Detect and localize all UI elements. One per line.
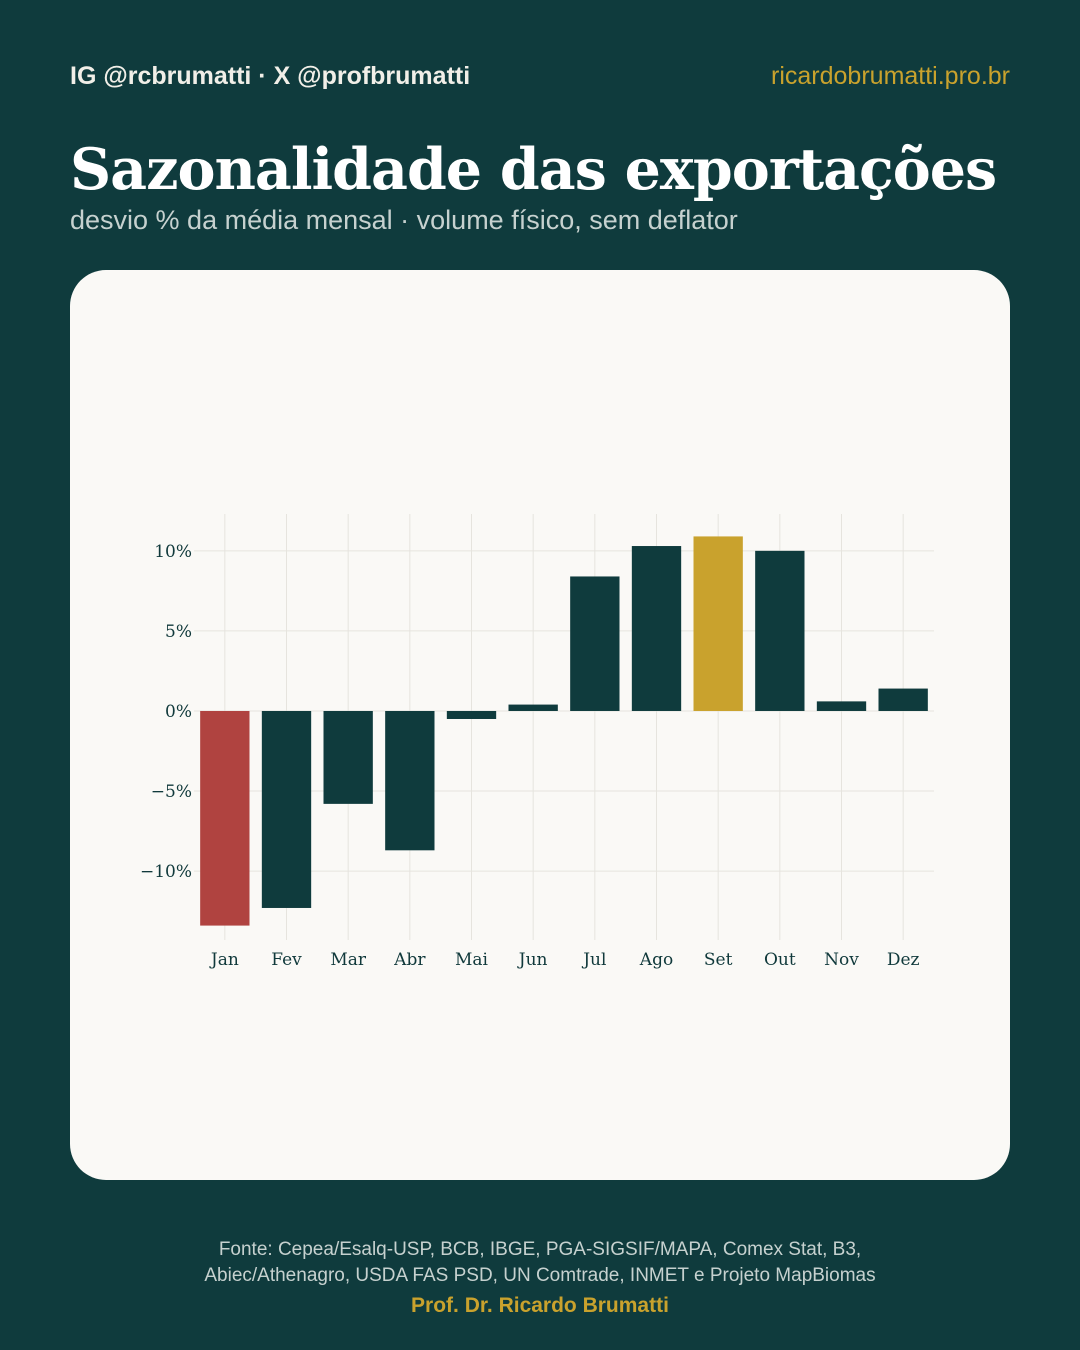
- x-tick-label: Abr: [393, 950, 426, 970]
- chart-subtitle: desvio % da média mensal · volume físico…: [70, 205, 738, 235]
- x-tick-label: Fev: [271, 950, 302, 970]
- x-axis-labels: Jan Fev Mar Abr Mai Jun Jul Ago Set Out Nov Dez: [209, 950, 920, 970]
- x-tick-label: Out: [764, 950, 796, 970]
- x-tick-label: Set: [704, 950, 733, 970]
- y-tick-label: 5%: [165, 622, 192, 642]
- bar-mai: [446, 710, 497, 719]
- x-tick-label: Jan: [209, 950, 239, 970]
- source-line-1: Fonte: Cepea/Esalq-USP, BCB, IBGE, PGA-S…: [218, 1239, 862, 1260]
- x-tick-label: Jul: [581, 950, 606, 970]
- bar-set: [693, 536, 743, 711]
- x-tick-label: Dez: [887, 950, 920, 970]
- chart-title: Sazonalidade das exportações: [70, 136, 997, 203]
- y-tick-label: −10%: [140, 862, 192, 882]
- bars: [200, 536, 928, 926]
- x-tick-label: Mar: [330, 950, 367, 970]
- bar-mar: [323, 710, 373, 804]
- bar-jun: [508, 704, 558, 711]
- y-tick-label: −5%: [151, 782, 192, 802]
- bar-chart: 10% 5% 0% −5% −10% Jan Fev Mar Abr Mai Jun Jul Ago S…: [140, 514, 934, 970]
- bar-nov: [816, 701, 867, 711]
- author-credit: Prof. Dr. Ricardo Brumatti: [411, 1294, 669, 1317]
- chart-card: 10% 5% 0% −5% −10% Jan Fev Mar Abr Mai Jun Jul Ago S…: [70, 270, 1010, 1180]
- x-tick-label: Jun: [517, 950, 548, 970]
- y-axis-labels: 10% 5% 0% −5% −10%: [140, 542, 192, 882]
- bar-fev: [261, 710, 312, 908]
- social-handles: IG @rcbrumatti · X @profbrumatti: [70, 62, 471, 90]
- bar-jul: [570, 576, 620, 711]
- bar-out: [755, 550, 805, 711]
- source-note: Fonte: Cepea/Esalq-USP, BCB, IBGE, PGA-S…: [0, 1237, 1080, 1289]
- bar-dez: [878, 688, 928, 711]
- website-link[interactable]: ricardobrumatti.pro.br: [771, 62, 1010, 90]
- x-tick-label: Ago: [639, 950, 673, 970]
- bar-ago: [631, 546, 682, 711]
- y-tick-label: 10%: [154, 542, 192, 562]
- y-tick-label: 0%: [165, 702, 192, 722]
- source-line-2: Abiec/Athenagro, USDA FAS PSD, UN Comtra…: [204, 1265, 876, 1286]
- bar-abr: [385, 710, 435, 851]
- x-tick-label: Nov: [824, 950, 859, 970]
- x-tick-label: Mai: [455, 950, 489, 970]
- bar-jan: [200, 710, 250, 926]
